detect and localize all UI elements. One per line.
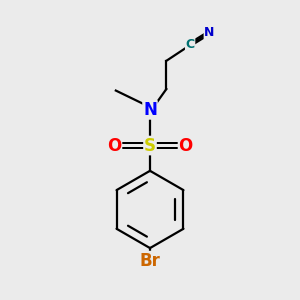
Text: C: C bbox=[186, 38, 195, 51]
Text: Br: Br bbox=[140, 252, 160, 270]
Text: O: O bbox=[178, 136, 193, 154]
Text: O: O bbox=[107, 136, 122, 154]
Text: N: N bbox=[204, 26, 214, 39]
Text: N: N bbox=[143, 101, 157, 119]
Text: S: S bbox=[144, 136, 156, 154]
